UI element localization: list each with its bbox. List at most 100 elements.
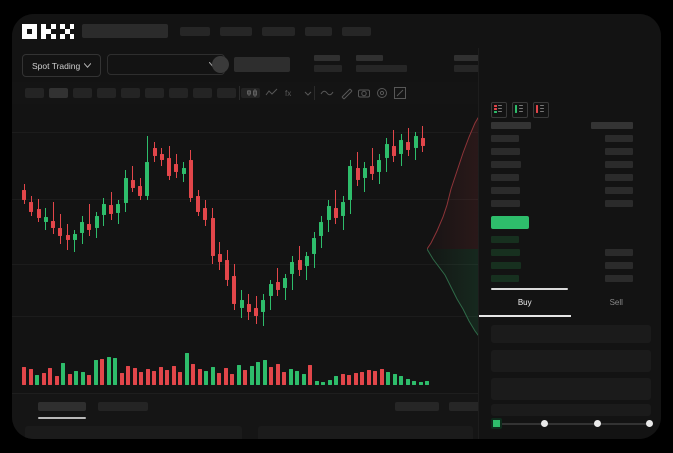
volume-bar — [282, 372, 286, 385]
okx-logo[interactable] — [22, 23, 74, 39]
bottom-tab-1[interactable] — [38, 402, 86, 411]
candle-wick — [132, 166, 134, 192]
trading-mode-selector[interactable]: Spot Trading — [22, 54, 102, 77]
chevron-down-icon[interactable] — [301, 86, 315, 100]
candle-body — [377, 160, 382, 172]
orderbook-column-header-1[interactable] — [491, 122, 531, 129]
nav-item-3[interactable] — [262, 27, 295, 36]
orderbook-ask-price[interactable] — [491, 174, 519, 181]
toolbar-divider — [239, 86, 240, 100]
orderbook-bid-size[interactable] — [605, 262, 633, 269]
timeframe-button-2[interactable] — [49, 88, 68, 98]
volume-bar — [100, 359, 104, 385]
volume-bar — [340, 374, 345, 385]
candle — [123, 104, 128, 339]
orderbook-ask-size[interactable] — [605, 187, 633, 194]
volume-bar — [243, 370, 247, 385]
trading-pair-select[interactable] — [107, 54, 225, 75]
orderbook-bid-price[interactable] — [491, 236, 519, 243]
orderbook-bid-price[interactable] — [491, 275, 519, 282]
candle — [72, 104, 77, 339]
orderbook-ask-price[interactable] — [491, 161, 521, 168]
orderbook-bid-price[interactable] — [491, 262, 521, 269]
settings-gear-icon[interactable] — [375, 86, 389, 100]
timeframe-button-3[interactable] — [73, 88, 92, 98]
orderbook-ask-price[interactable] — [491, 148, 520, 155]
orderbook-ask-price[interactable] — [491, 200, 520, 207]
chart-gridline — [12, 264, 478, 265]
timeframe-button-6[interactable] — [145, 88, 164, 98]
timeframe-button-8[interactable] — [193, 88, 212, 98]
wave-icon[interactable] — [320, 86, 334, 100]
eraser-icon[interactable] — [339, 86, 353, 100]
candle — [246, 104, 251, 339]
candle — [109, 104, 113, 339]
amount-input[interactable] — [491, 378, 651, 400]
chart-gridline — [12, 199, 478, 200]
candle-body — [261, 300, 266, 312]
volume-bar — [223, 368, 228, 385]
candle — [87, 104, 92, 339]
orderbook-ask-size[interactable] — [605, 135, 633, 142]
slider-dot-66[interactable] — [594, 420, 601, 427]
orders-bottom-panel — [12, 393, 493, 439]
timeframe-button-5[interactable] — [121, 88, 140, 98]
volume-bar — [379, 369, 384, 385]
fullscreen-icon[interactable] — [393, 86, 407, 100]
price-candlestick-chart[interactable] — [12, 104, 478, 339]
timeframe-button-4[interactable] — [97, 88, 116, 98]
bottom-tab-2[interactable] — [98, 402, 148, 411]
candle — [203, 104, 208, 339]
candle-body — [174, 164, 179, 172]
candle-body — [384, 144, 389, 158]
camera-icon[interactable] — [357, 86, 371, 100]
slider-dot-100[interactable] — [646, 420, 653, 427]
nav-item-4[interactable] — [305, 27, 332, 36]
timeframe-button-1[interactable] — [25, 88, 44, 98]
candle-body — [225, 260, 229, 280]
candle-body — [196, 196, 200, 212]
candle — [333, 104, 338, 339]
orderbook-ask-size[interactable] — [605, 174, 633, 181]
slider-handle[interactable] — [491, 418, 502, 429]
order-type-field[interactable] — [491, 325, 651, 343]
candlestick-chart-icon[interactable] — [246, 86, 260, 100]
percent-slider[interactable] — [491, 418, 653, 429]
orderbook-column-header-2[interactable] — [591, 122, 633, 129]
bottom-action-2[interactable] — [449, 402, 493, 411]
candle-wick — [74, 230, 76, 252]
line-chart-icon[interactable] — [265, 86, 279, 100]
orderbook-bid-price[interactable] — [491, 249, 520, 256]
stat-label — [356, 55, 383, 61]
orderbook-ask-price[interactable] — [491, 135, 519, 142]
timeframe-button-9[interactable] — [217, 88, 236, 98]
nav-item-1[interactable] — [180, 27, 210, 36]
coin-avatar — [212, 56, 229, 73]
volume-bar — [249, 366, 254, 385]
volume-bar — [145, 369, 150, 385]
orderbook-bid-size[interactable] — [605, 249, 633, 256]
nav-item-5[interactable] — [342, 27, 371, 36]
volume-bar — [184, 353, 189, 385]
bottom-content-box-1 — [25, 426, 242, 439]
order-book-asks-icon[interactable] — [533, 102, 549, 118]
timeframe-button-7[interactable] — [169, 88, 188, 98]
price-input[interactable] — [491, 350, 651, 372]
search-input[interactable] — [82, 24, 168, 38]
nav-item-2[interactable] — [220, 27, 252, 36]
order-book-bids-icon[interactable] — [512, 102, 528, 118]
order-book-both-icon[interactable] — [491, 102, 507, 118]
indicators-icon[interactable]: fx — [283, 86, 297, 100]
orderbook-ask-size[interactable] — [605, 200, 633, 207]
orderbook-bid-size[interactable] — [605, 275, 633, 282]
orderbook-ask-size[interactable] — [605, 148, 633, 155]
slider-dot-33[interactable] — [541, 420, 548, 427]
orderbook-ask-size[interactable] — [605, 161, 633, 168]
tab-buy[interactable]: Buy — [517, 298, 532, 307]
bottom-action-1[interactable] — [395, 402, 439, 411]
orderbook-ask-price[interactable] — [491, 187, 520, 194]
tab-sell[interactable]: Sell — [609, 298, 623, 307]
candle — [319, 104, 324, 339]
candle-body — [413, 136, 418, 148]
orderbook-best-price[interactable] — [491, 216, 529, 229]
